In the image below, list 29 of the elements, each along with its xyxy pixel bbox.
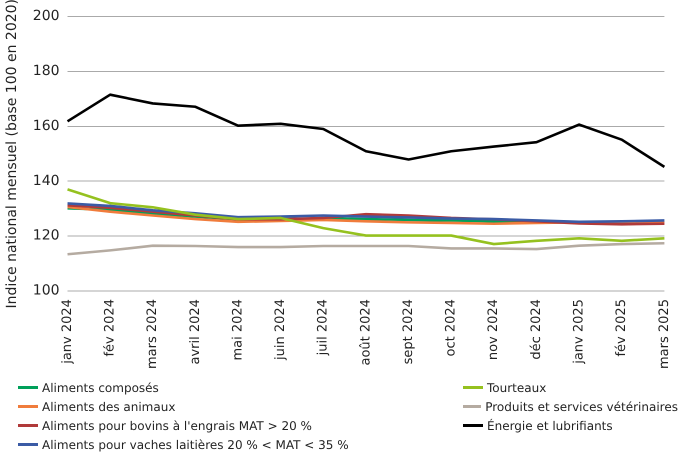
legend-label: Aliments pour vaches laitières 20 % < MAT < 35 %	[42, 438, 349, 452]
x-tick-label: mars 2025	[656, 299, 672, 370]
x-tick-label: juil 2024	[316, 299, 331, 356]
legend-label: Tourteaux	[487, 380, 546, 394]
legend-label: Produits et services vétérinaires	[485, 400, 678, 414]
x-tick-label: oct 2024	[444, 299, 459, 356]
legend-label: Aliments pour bovins à l'engrais MAT > 20 %	[42, 418, 312, 432]
x-tick-label: fév 2024	[102, 299, 118, 357]
y-tick-label: 200	[32, 8, 60, 24]
x-tick-label: mai 2024	[230, 299, 246, 361]
x-tick-label: déc 2024	[528, 299, 544, 360]
legend-label: Aliments composés	[42, 380, 159, 394]
x-tick-label: avril 2024	[188, 299, 203, 364]
y-tick-label: 140	[32, 172, 60, 189]
y-tick-label: 160	[32, 118, 60, 134]
x-tick-label: janv 2024	[60, 299, 75, 365]
legend-label: Énergie et lubrifiants	[487, 418, 613, 432]
x-tick-label: sept 2024	[400, 299, 416, 364]
x-tick-label: janv 2025	[572, 299, 587, 365]
x-tick-label: mars 2024	[145, 299, 160, 370]
y-tick-label: 100	[32, 282, 60, 299]
x-tick-label: juin 2024	[273, 299, 288, 361]
x-tick-label: nov 2024	[486, 299, 502, 360]
y-tick-label: 120	[32, 228, 60, 244]
y-axis-title: Indice national mensuel (base 100 en 2020)	[4, 0, 20, 308]
legend-label: Aliments des animaux	[42, 400, 176, 414]
x-tick-label: fév 2025	[614, 299, 630, 357]
y-tick-label: 180	[32, 62, 60, 79]
x-tick-label: août 2024	[358, 299, 374, 366]
